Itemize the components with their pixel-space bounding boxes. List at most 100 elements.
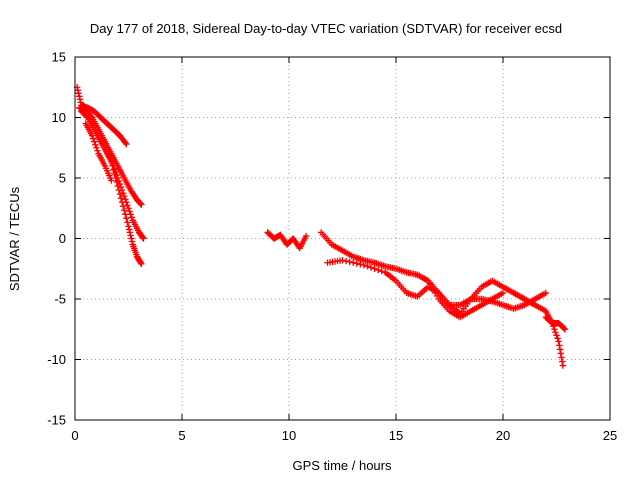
series-arc-g — [317, 229, 507, 321]
data-point — [551, 326, 558, 333]
data-point — [128, 214, 135, 221]
x-tick-label: 5 — [178, 428, 185, 443]
plot-frame — [74, 56, 611, 421]
data-point — [124, 219, 131, 226]
data-point — [374, 266, 382, 274]
data-point — [114, 182, 121, 190]
data-point — [119, 203, 127, 210]
series-arc-k — [542, 313, 569, 333]
y-tick-label: 5 — [59, 171, 66, 186]
data-point — [357, 261, 364, 268]
x-tick-label: 15 — [389, 428, 403, 443]
data-point — [559, 358, 566, 365]
data-point — [557, 350, 564, 357]
data-point — [126, 226, 133, 233]
y-tick-label: 0 — [59, 231, 66, 246]
data-point — [119, 189, 127, 197]
grid-lines — [75, 57, 610, 420]
data-point — [371, 265, 378, 272]
data-point — [106, 150, 113, 157]
data-point — [556, 346, 564, 353]
data-point — [378, 267, 385, 275]
data-point — [107, 154, 114, 162]
x-tick-label: 25 — [603, 428, 617, 443]
data-point — [117, 194, 125, 202]
data-point — [88, 132, 96, 139]
data-point — [74, 87, 82, 94]
data-point — [554, 335, 561, 342]
y-tick-label: -15 — [47, 413, 66, 428]
data-point — [122, 211, 129, 218]
y-tick-label: -10 — [47, 352, 66, 367]
data-point — [139, 234, 146, 241]
data-point — [89, 135, 97, 142]
data-point — [118, 199, 126, 206]
x-axis-label: GPS time / hours — [293, 458, 392, 473]
data-point — [125, 205, 132, 212]
data-point — [123, 215, 130, 222]
y-tick-label: 15 — [52, 50, 66, 65]
data-point — [94, 147, 101, 154]
data-point — [113, 178, 120, 186]
data-point — [121, 192, 128, 200]
data-point — [110, 166, 117, 174]
series-arc-d — [106, 150, 145, 268]
data-point — [124, 202, 131, 209]
data-point — [339, 257, 346, 264]
data-point — [128, 235, 135, 242]
data-point — [112, 174, 119, 182]
data-point — [367, 264, 375, 271]
x-tick-label: 0 — [71, 428, 78, 443]
chart-title: Day 177 of 2018, Sidereal Day-to-day VTE… — [90, 21, 562, 36]
data-point — [499, 289, 507, 297]
data-point — [552, 329, 559, 336]
data-point — [137, 200, 144, 208]
data-point — [555, 338, 562, 345]
data-point — [140, 235, 147, 242]
data-point — [126, 229, 134, 236]
data-point — [128, 238, 136, 245]
data-point — [346, 258, 353, 266]
data-point — [76, 96, 84, 103]
data-point — [138, 201, 145, 208]
data-point — [556, 342, 563, 349]
series-arc-e — [82, 120, 115, 184]
data-point — [302, 232, 310, 240]
data-point — [364, 263, 371, 270]
data-point — [553, 332, 560, 339]
data-point — [123, 140, 130, 148]
x-tick-label: 20 — [496, 428, 510, 443]
data-points — [73, 84, 569, 369]
data-point — [126, 208, 133, 215]
data-point — [93, 144, 100, 151]
y-axis-label: SDTVAR / TECUs — [7, 186, 22, 291]
data-point — [360, 261, 368, 269]
data-point — [558, 354, 565, 361]
data-point — [342, 257, 350, 265]
series-arc-f — [264, 229, 310, 252]
data-point — [75, 90, 82, 97]
y-tick-label: -5 — [54, 292, 66, 307]
data-point — [561, 326, 569, 333]
data-point — [559, 362, 567, 369]
y-tick-label: 10 — [52, 110, 66, 125]
data-point — [122, 139, 129, 146]
data-point — [77, 99, 84, 106]
data-point — [108, 177, 115, 184]
axis-ticks: 0 5 10 15 20 25 -15 -10 -5 0 5 10 15 — [47, 50, 617, 444]
data-point — [125, 223, 132, 230]
data-point — [116, 190, 124, 198]
x-tick-label: 10 — [282, 428, 296, 443]
data-point — [92, 141, 99, 148]
data-point — [122, 195, 129, 203]
data-point — [137, 259, 144, 266]
data-point — [127, 211, 134, 218]
data-point — [91, 138, 98, 145]
data-point — [115, 186, 123, 194]
series-arc-j — [510, 289, 567, 369]
data-point — [350, 259, 357, 266]
data-point — [138, 260, 145, 268]
data-point — [353, 260, 360, 267]
data-point — [560, 325, 568, 332]
